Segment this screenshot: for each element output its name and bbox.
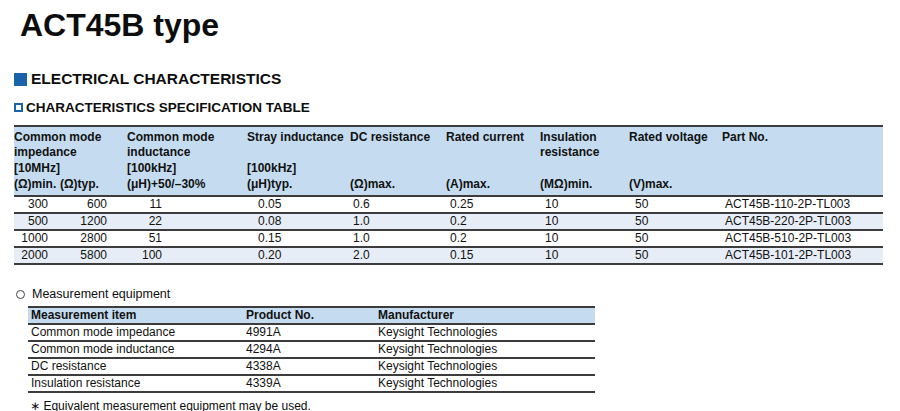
- manufacturer: Keysight Technologies: [375, 324, 595, 341]
- measurement-item: Common mode inductance: [28, 341, 243, 358]
- spec-row: 1000 2800 51 0.15 1.0 0.2 10 50 ACT45B-5…: [14, 230, 883, 247]
- equipment-footnote: ∗ Equivalent measurement equipment may b…: [30, 399, 900, 411]
- spec-cell: 0.20: [247, 247, 350, 264]
- manufacturer: Keysight Technologies: [375, 341, 595, 358]
- col-header-manufacturer: Manufacturer: [375, 307, 595, 324]
- product-no: 4339A: [243, 375, 375, 392]
- measurement-table-header: Measurement item Product No. Manufacture…: [28, 307, 595, 324]
- spec-cell: 50: [629, 196, 722, 213]
- product-no: 4338A: [243, 358, 375, 375]
- spec-cell: 5800: [60, 247, 127, 264]
- spec-cell: 10: [540, 230, 629, 247]
- spec-cell-part-no: ACT45B-510-2P-TL003: [722, 230, 883, 247]
- measurement-row: Insulation resistance 4339A Keysight Tec…: [28, 375, 595, 392]
- spec-cell: 10: [540, 247, 629, 264]
- col-header-common-mode-impedance: Common mode impedance: [14, 126, 127, 160]
- unit-impedance-min: (Ω)min.: [14, 176, 60, 196]
- col-header-rated-voltage: Rated voltage: [629, 126, 722, 160]
- manufacturer: Keysight Technologies: [375, 375, 595, 392]
- spec-cell-part-no: ACT45B-110-2P-TL003: [722, 196, 883, 213]
- spec-row: 500 1200 22 0.08 1.0 0.2 10 50 ACT45B-22…: [14, 213, 883, 230]
- measurement-item: Insulation resistance: [28, 375, 243, 392]
- measurement-equipment-label: Measurement equipment: [32, 287, 170, 301]
- spec-cell: 0.15: [446, 247, 540, 264]
- spec-row: 300 600 11 0.05 0.6 0.25 10 50 ACT45B-11…: [14, 196, 883, 213]
- spec-cell: 10: [540, 196, 629, 213]
- spec-table-header: Common mode impedance Common mode induct…: [14, 126, 883, 196]
- spec-cell: 50: [629, 247, 722, 264]
- spec-cell-part-no: ACT45B-101-2P-TL003: [722, 247, 883, 264]
- measurement-row: Common mode impedance 4991A Keysight Tec…: [28, 324, 595, 341]
- spec-cell: 50: [629, 213, 722, 230]
- section-electrical-characteristics: ELECTRICAL CHARACTERISTICS: [14, 70, 900, 88]
- spec-cell: 0.2: [446, 213, 540, 230]
- freq-inductance: [100kHz]: [127, 160, 247, 176]
- unit-impedance-typ: (Ω)typ.: [60, 176, 127, 196]
- freq-stray: [100kHz]: [247, 160, 350, 176]
- col-header-measurement-item: Measurement item: [28, 307, 243, 324]
- page-title: ACT45B type: [20, 7, 900, 43]
- spec-cell: 0.15: [247, 230, 350, 247]
- spec-cell: 22: [127, 213, 247, 230]
- spec-cell: 10: [540, 213, 629, 230]
- spec-cell: 2000: [14, 247, 60, 264]
- spec-cell: 100: [127, 247, 247, 264]
- spec-cell: 2.0: [350, 247, 446, 264]
- unit-current: (A)max.: [446, 176, 540, 196]
- col-header-product-no: Product No.: [243, 307, 375, 324]
- col-header-insulation-resistance: Insulation resistance: [540, 126, 629, 160]
- spec-cell: 600: [60, 196, 127, 213]
- spec-cell: 2800: [60, 230, 127, 247]
- product-no: 4991A: [243, 324, 375, 341]
- measurement-item: DC resistance: [28, 358, 243, 375]
- measurement-table: Measurement item Product No. Manufacture…: [28, 306, 595, 393]
- spec-cell: 0.08: [247, 213, 350, 230]
- col-header-rated-current: Rated current: [446, 126, 540, 160]
- spec-cell: 50: [629, 230, 722, 247]
- measurement-item: Common mode impedance: [28, 324, 243, 341]
- unit-voltage: (V)max.: [629, 176, 722, 196]
- spec-cell: 51: [127, 230, 247, 247]
- spec-cell: 0.6: [350, 196, 446, 213]
- unit-dc: (Ω)max.: [350, 176, 446, 196]
- unit-insulation: (MΩ)min.: [540, 176, 629, 196]
- filled-square-icon: [14, 73, 27, 86]
- unit-stray: (μH)typ.: [247, 176, 350, 196]
- spec-cell: 300: [14, 196, 60, 213]
- measurement-row: DC resistance 4338A Keysight Technologie…: [28, 358, 595, 375]
- measurement-row: Common mode inductance 4294A Keysight Te…: [28, 341, 595, 358]
- col-header-part-no: Part No.: [722, 126, 883, 160]
- spec-cell: 0.25: [446, 196, 540, 213]
- product-no: 4294A: [243, 341, 375, 358]
- measurement-equipment-heading: Measurement equipment: [16, 287, 900, 301]
- unit-inductance: (μH)+50/–30%: [127, 176, 247, 196]
- spec-cell-part-no: ACT45B-220-2P-TL003: [722, 213, 883, 230]
- spec-cell: 1200: [60, 213, 127, 230]
- col-header-common-mode-inductance: Common mode inductance: [127, 126, 247, 160]
- col-header-dc-resistance: DC resistance: [350, 126, 446, 160]
- spec-row: 2000 5800 100 0.20 2.0 0.15 10 50 ACT45B…: [14, 247, 883, 264]
- manufacturer: Keysight Technologies: [375, 358, 595, 375]
- spec-cell: 1000: [14, 230, 60, 247]
- spec-cell: 500: [14, 213, 60, 230]
- spec-cell: 11: [127, 196, 247, 213]
- circle-bullet-icon: [16, 290, 25, 299]
- section-electrical-label: ELECTRICAL CHARACTERISTICS: [31, 70, 281, 88]
- outline-square-icon: [14, 103, 23, 112]
- section-spec-label: CHARACTERISTICS SPECIFICATION TABLE: [26, 100, 310, 115]
- spec-cell: 1.0: [350, 230, 446, 247]
- col-header-stray-inductance: Stray inductance: [247, 126, 350, 160]
- spec-cell: 0.05: [247, 196, 350, 213]
- section-spec-table: CHARACTERISTICS SPECIFICATION TABLE: [14, 100, 900, 115]
- spec-cell: 1.0: [350, 213, 446, 230]
- spec-table: Common mode impedance Common mode induct…: [14, 125, 883, 265]
- spec-cell: 0.2: [446, 230, 540, 247]
- freq-impedance: [10MHz]: [14, 160, 127, 176]
